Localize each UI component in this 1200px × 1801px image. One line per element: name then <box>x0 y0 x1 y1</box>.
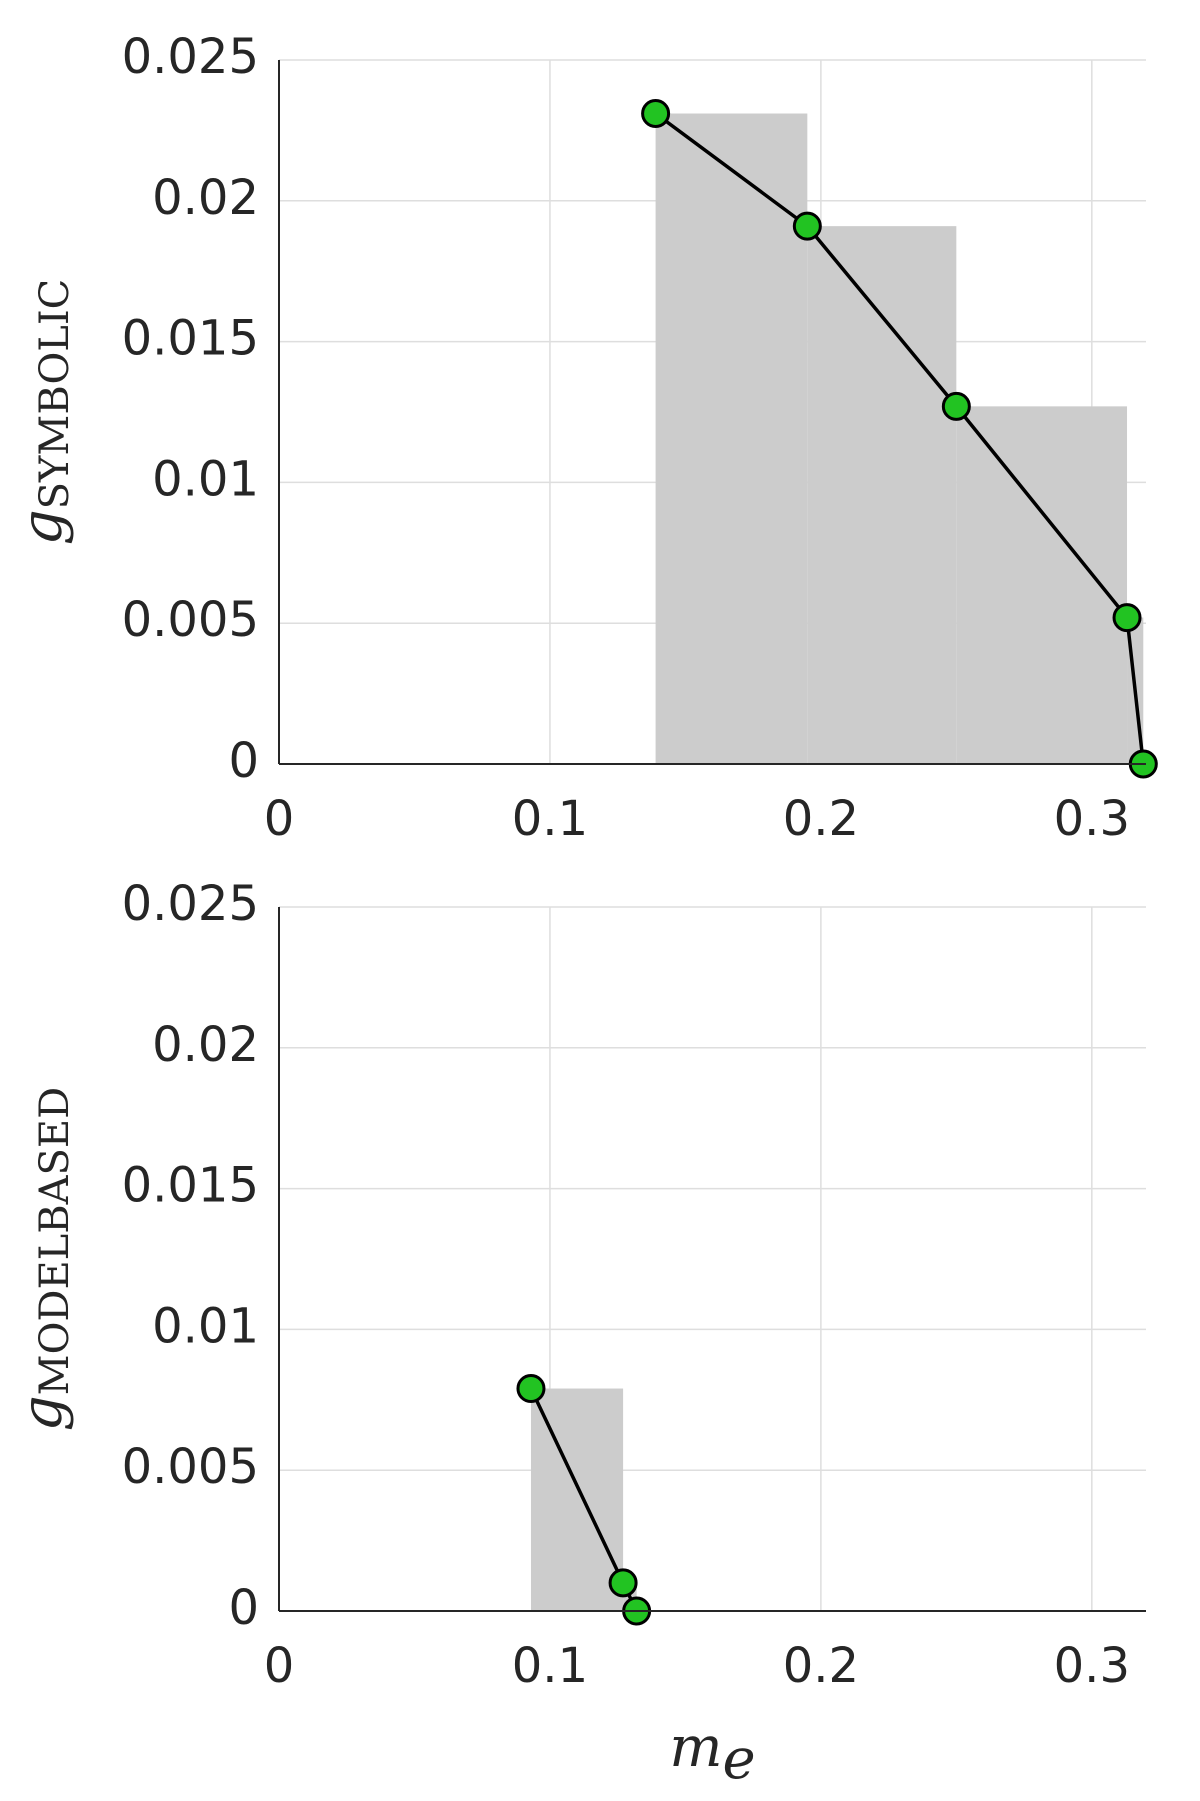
y-label-subscript: MODELBASED <box>32 1087 78 1396</box>
x-axis-label: me <box>669 1715 755 1792</box>
marker <box>941 391 971 421</box>
x-tick-label: 0 <box>264 791 295 847</box>
y-tick-label: 0.005 <box>122 592 259 648</box>
area-step <box>807 226 957 765</box>
y-tick-label: 0 <box>228 733 259 789</box>
y-tick-label: 0.015 <box>122 1158 259 1214</box>
x-tick-label: 0.1 <box>512 1638 588 1694</box>
y-tick-label: 0.01 <box>152 1298 259 1354</box>
area-step <box>956 406 1128 764</box>
y-tick-label: 0.02 <box>152 170 259 226</box>
x-tick-label: 0.2 <box>783 1638 859 1694</box>
x-tick-label: 0.2 <box>783 791 859 847</box>
marker <box>1112 603 1142 633</box>
y-label-symbol: g <box>10 509 75 545</box>
x-tick-label: 0.3 <box>1054 791 1130 847</box>
y-tick-label: 0.02 <box>152 1017 259 1073</box>
y-tick-label: 0.015 <box>122 311 259 367</box>
area-step <box>655 113 808 764</box>
y-axis-label: gSYMBOLIC <box>10 279 79 546</box>
x-tick-label: 0.1 <box>512 791 588 847</box>
y-tick-label: 0 <box>228 1580 259 1636</box>
y-tick-label: 0.01 <box>152 451 259 507</box>
x-label-symbol: m <box>669 1715 722 1780</box>
x-tick-label: 0 <box>264 1638 295 1694</box>
marker <box>516 1374 546 1404</box>
y-label-subscript: SYMBOLIC <box>32 279 78 510</box>
marker <box>792 211 822 241</box>
y-tick-label: 0.025 <box>122 876 259 932</box>
y-tick-label: 0.005 <box>122 1439 259 1495</box>
y-tick-label: 0.025 <box>122 29 259 85</box>
y-axis-label: gMODELBASED <box>10 1087 79 1431</box>
x-label-subscript: e <box>722 1727 755 1792</box>
marker <box>608 1568 638 1598</box>
y-label-symbol: g <box>10 1395 75 1431</box>
x-tick-label: 0.3 <box>1054 1638 1130 1694</box>
area-step <box>530 1388 624 1611</box>
marker <box>641 99 671 129</box>
